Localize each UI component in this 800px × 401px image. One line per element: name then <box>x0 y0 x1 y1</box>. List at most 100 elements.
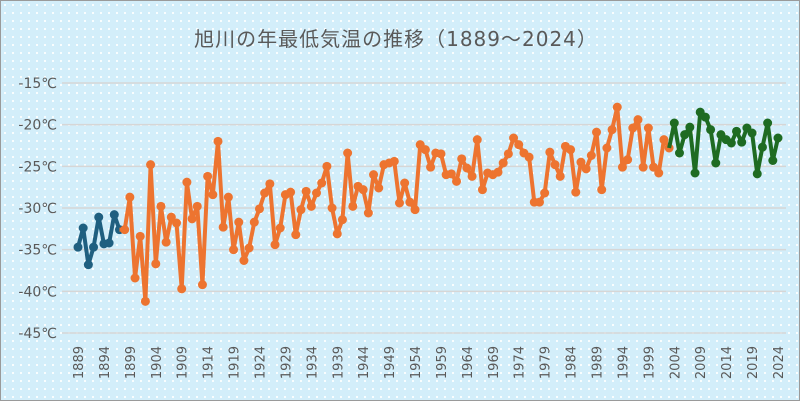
x-tick-label: 2014 <box>720 346 735 379</box>
data-point <box>73 242 83 252</box>
data-point <box>576 157 586 167</box>
chart-title: 旭川の年最低気温の推移（1889～2024） <box>194 27 598 51</box>
x-tick-label: 1999 <box>642 346 657 379</box>
y-tick-label: -40℃ <box>18 284 57 300</box>
data-point <box>135 231 145 241</box>
data-point <box>394 198 404 208</box>
data-point <box>229 245 239 255</box>
data-point <box>732 126 742 136</box>
data-point <box>581 164 591 174</box>
y-tick-label: -45℃ <box>18 326 57 342</box>
data-point <box>690 168 700 178</box>
x-tick-label: 1949 <box>383 346 398 379</box>
data-point <box>140 296 150 306</box>
data-point <box>146 160 156 170</box>
data-point <box>498 158 508 168</box>
data-point <box>312 188 322 198</box>
data-point <box>540 188 550 198</box>
x-tick-label: 1924 <box>253 346 268 379</box>
data-point <box>275 223 285 233</box>
x-tick-label: 1964 <box>461 346 476 379</box>
data-point <box>669 118 679 128</box>
data-point <box>571 187 581 197</box>
data-point <box>172 218 182 228</box>
data-point <box>151 259 161 269</box>
data-point <box>638 162 648 172</box>
data-point <box>348 201 358 211</box>
data-point <box>239 256 249 265</box>
x-tick-label: 1984 <box>565 346 580 379</box>
data-point <box>89 242 99 252</box>
data-point <box>306 201 316 211</box>
y-tick-label: -35℃ <box>18 243 57 259</box>
data-point <box>420 145 430 155</box>
data-point <box>400 178 410 188</box>
data-point <box>260 188 270 198</box>
data-point <box>203 171 213 181</box>
x-tick-label: 1899 <box>124 346 139 379</box>
data-point <box>337 215 347 225</box>
data-point <box>685 122 695 132</box>
data-point <box>711 158 721 168</box>
data-point <box>452 176 462 186</box>
data-point <box>472 135 482 145</box>
x-tick-label: 1894 <box>98 346 113 379</box>
data-point <box>369 170 379 180</box>
data-point <box>700 112 710 122</box>
data-point <box>592 127 602 137</box>
data-point <box>223 192 233 202</box>
data-point <box>296 205 306 215</box>
data-point <box>130 273 140 283</box>
data-point <box>358 185 368 195</box>
data-point <box>509 133 519 143</box>
data-point <box>773 133 783 143</box>
data-point <box>182 177 192 187</box>
data-point <box>726 138 736 148</box>
data-point <box>156 201 166 211</box>
data-point <box>78 223 88 233</box>
x-tick-label: 1939 <box>331 346 346 379</box>
data-point <box>768 156 778 165</box>
data-point <box>234 217 244 227</box>
data-point <box>534 197 544 207</box>
data-point <box>612 102 622 112</box>
data-point <box>218 222 228 232</box>
data-point <box>332 229 342 239</box>
data-point <box>602 143 612 153</box>
data-point <box>550 160 560 170</box>
data-point <box>213 136 223 146</box>
data-point <box>586 151 596 160</box>
data-point <box>467 171 477 181</box>
data-point <box>389 156 399 166</box>
x-tick-label: 1944 <box>357 346 372 379</box>
data-point <box>94 212 104 222</box>
data-point <box>633 115 643 125</box>
series-line-0 <box>76 212 122 267</box>
data-point <box>322 161 332 171</box>
data-point <box>120 225 130 235</box>
x-tick-label: 1979 <box>539 346 554 379</box>
data-point <box>374 183 384 193</box>
data-point <box>763 118 773 128</box>
data-point <box>555 171 565 181</box>
data-point <box>623 155 633 165</box>
data-point <box>317 178 327 188</box>
data-point <box>747 128 757 138</box>
data-point <box>426 162 436 172</box>
data-point <box>503 149 513 159</box>
data-point <box>301 186 311 196</box>
y-tick-label: -20℃ <box>18 118 57 134</box>
x-tick-label: 2019 <box>746 346 761 379</box>
data-point <box>363 208 373 218</box>
data-point <box>125 192 135 202</box>
data-point <box>208 190 218 200</box>
x-tick-label: 1904 <box>150 346 165 379</box>
x-tick-label: 1989 <box>591 346 606 379</box>
data-point <box>410 205 420 215</box>
data-point <box>524 152 534 162</box>
data-point <box>462 163 472 173</box>
data-point <box>177 284 187 294</box>
data-point <box>643 123 653 133</box>
y-tick-label: -15℃ <box>18 76 57 92</box>
x-tick-label: 1934 <box>305 346 320 379</box>
